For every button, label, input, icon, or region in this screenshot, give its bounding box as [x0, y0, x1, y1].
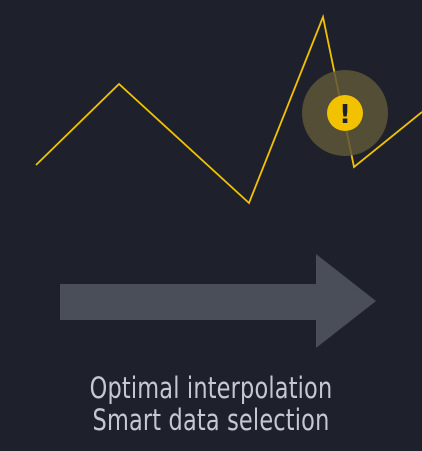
warning-badge: [327, 95, 363, 131]
caption-line-1: Optimal interpolation: [89, 371, 333, 405]
caption: Optimal interpolation Smart data selecti…: [0, 372, 422, 436]
warning-mark: !: [339, 100, 351, 130]
signal-line: [35, 13, 422, 205]
warning-icon: !: [302, 70, 388, 156]
right-arrow-icon: [60, 254, 376, 348]
caption-line-2: Smart data selection: [92, 403, 330, 437]
